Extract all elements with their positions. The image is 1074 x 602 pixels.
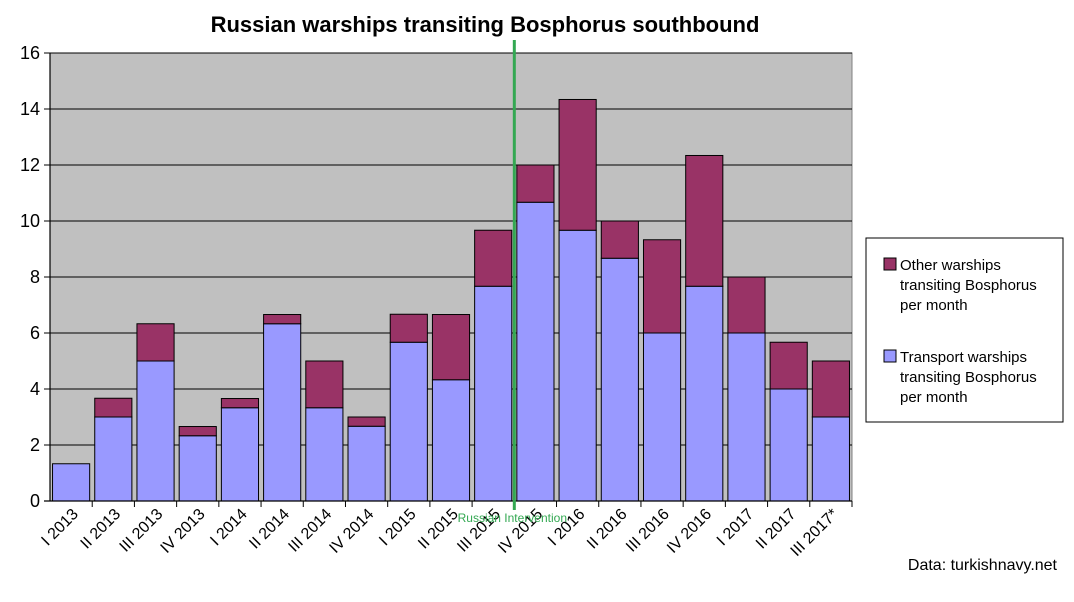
x-tick-label: I 2015 [376,506,420,550]
y-tick-label: 10 [20,211,40,231]
y-tick-label: 0 [30,491,40,511]
y-axis-ticks: 0 2 4 6 8 10 12 14 16 [20,43,50,511]
x-tick-label: IV 2014 [326,506,377,557]
bar-segment [178,426,217,437]
legend: Other warships transiting Bosphorus per mo… [865,237,1064,423]
annotation: Russian Intervention [458,40,567,525]
source-note: Data: turkishnavy.net [908,557,1058,574]
legend-swatch [883,257,897,271]
bar-segment [769,341,808,390]
bar-segment [347,416,386,427]
bar-segment [220,407,260,502]
bar-segment [642,332,682,502]
legend-swatch [883,349,897,363]
y-tick-label: 16 [20,43,40,63]
bar-segment [178,435,217,502]
legend-label: per month [900,389,968,406]
bar-segment [811,360,850,418]
bar-segment [685,285,724,502]
bar-segment [305,360,344,409]
y-tick-label: 12 [20,155,40,175]
bar-segment [52,463,91,502]
x-tick-label: I 2013 [38,506,82,550]
bar-segment [727,276,766,334]
legend-label: per month [900,297,968,314]
y-tick-label: 14 [20,99,40,119]
bar-segment [347,425,386,502]
legend-box [865,237,1064,423]
x-tick-label: IV 2013 [158,506,209,557]
bars [52,98,850,502]
bar-segment [136,360,175,502]
bar-segment [431,314,471,381]
legend-label: Other warships [900,257,1001,274]
bar-segment [94,416,133,502]
bar-segment [431,379,471,502]
legend-label: transiting Bosphorus [900,369,1037,386]
bar-segment [558,229,597,502]
bar-segment [642,239,682,334]
chart-title: Russian warships transiting Bosphorus so… [211,12,760,37]
bar-segment [558,98,597,231]
bar-segment [305,407,344,502]
x-tick-label: III 2014 [285,506,335,556]
intervention-label: Russian Intervention [458,511,567,525]
bar-segment [685,154,724,287]
bar-segment [263,323,302,502]
bar-segment [94,397,133,418]
legend-label: transiting Bosphorus [900,277,1037,294]
bar-segment [474,229,513,287]
bar-segment [600,220,639,259]
bar-segment [263,314,302,325]
bar-segment [220,398,260,409]
y-tick-label: 2 [30,435,40,455]
bar-segment [727,332,766,502]
bar-segment [136,323,175,362]
bar-segment [389,313,428,343]
y-tick-label: 6 [30,323,40,343]
x-tick-label: I 2017 [714,506,758,550]
x-tick-label: IV 2016 [664,506,715,557]
y-tick-label: 8 [30,267,40,287]
bar-segment [474,285,513,502]
x-tick-label: III 2016 [623,506,673,556]
legend-label: Transport warships [900,349,1027,366]
bar-segment [516,201,555,502]
bar-segment [769,388,808,502]
bar-segment [811,416,850,502]
bar-segment [516,164,555,203]
bar-segment [389,341,428,502]
bar-segment [600,257,639,502]
x-tick-label: I 2014 [207,506,251,550]
x-tick-label: III 2017* [788,506,842,560]
y-tick-label: 4 [30,379,40,399]
x-tick-label: III 2013 [117,506,167,556]
